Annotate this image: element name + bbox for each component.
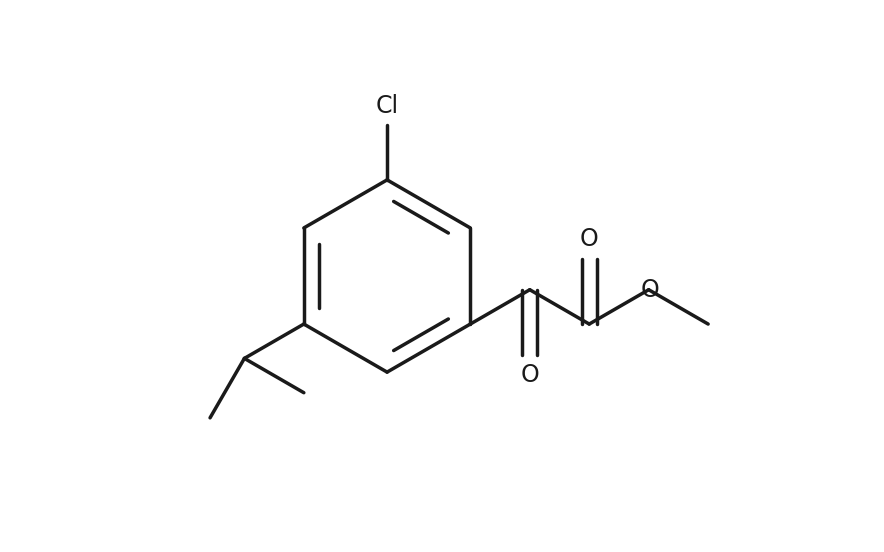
Text: O: O: [580, 227, 598, 251]
Text: O: O: [640, 278, 659, 302]
Text: Cl: Cl: [376, 94, 399, 118]
Text: O: O: [521, 363, 539, 387]
